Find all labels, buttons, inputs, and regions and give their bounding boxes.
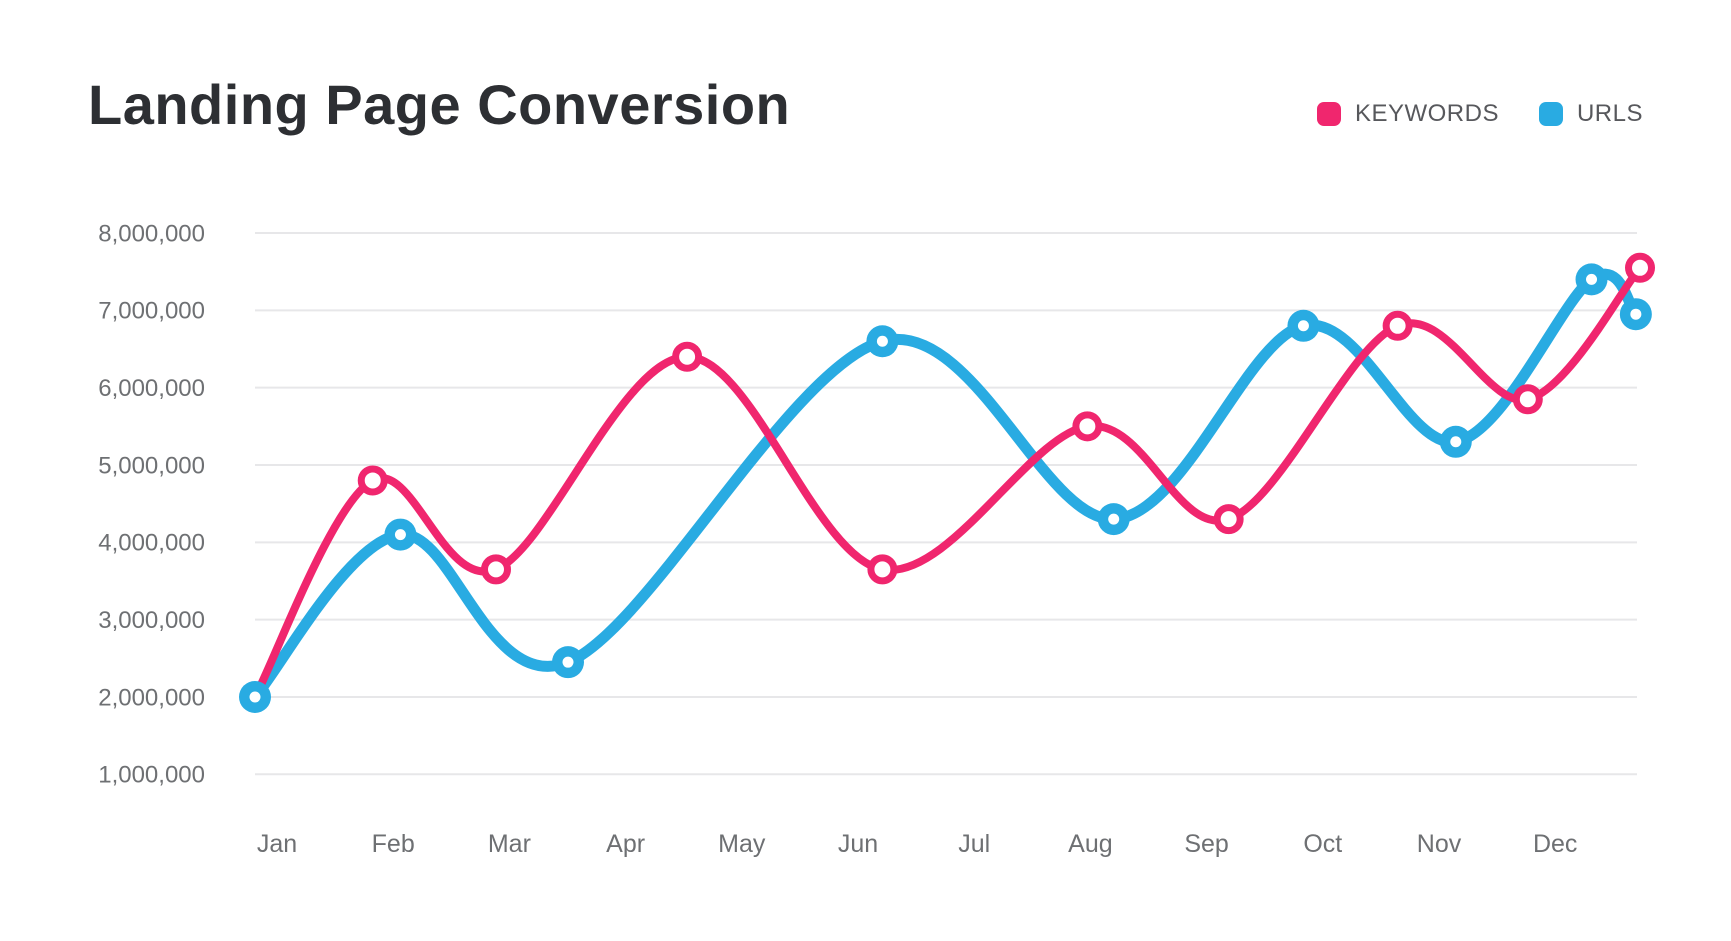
keywords-marker <box>672 341 703 372</box>
urls-marker-hole <box>394 529 406 541</box>
x-tick-label: May <box>718 830 766 858</box>
y-tick-label: 1,000,000 <box>98 762 205 789</box>
y-tick-label: 3,000,000 <box>98 607 205 634</box>
y-tick-label: 5,000,000 <box>98 452 205 479</box>
keywords-marker <box>480 554 511 585</box>
urls-marker-hole <box>1630 308 1642 320</box>
legend-label-urls: URLS <box>1576 100 1643 127</box>
urls-marker-hole <box>249 691 261 703</box>
urls-marker-hole <box>1297 320 1309 332</box>
urls-marker-hole <box>1450 436 1462 448</box>
x-tick-label: Jan <box>257 830 297 858</box>
keywords-marker <box>1512 384 1543 415</box>
legend-item-keywords[interactable]: KEYWORDS <box>1316 100 1499 128</box>
x-tick-label: Jun <box>838 830 878 858</box>
x-tick-label: Jul <box>958 830 990 858</box>
urls-line <box>249 268 1642 703</box>
urls-marker-hole <box>562 656 574 668</box>
keywords-marker <box>357 465 388 496</box>
y-tick-label: 6,000,000 <box>98 375 205 402</box>
x-tick-label: Oct <box>1303 830 1342 858</box>
keywords-swatch-icon <box>1316 102 1341 126</box>
y-tick-label: 7,000,000 <box>98 298 205 325</box>
urls-swatch-icon <box>1538 102 1563 126</box>
urls-marker-hole <box>1586 273 1598 285</box>
legend: KEYWORDS URLS <box>1316 100 1643 128</box>
x-tick-label: Apr <box>606 830 645 858</box>
keywords-marker <box>1072 411 1103 442</box>
keywords-marker <box>867 554 898 585</box>
legend-label-keywords: KEYWORDS <box>1354 100 1499 127</box>
keywords-marker <box>1382 310 1413 341</box>
legend-item-urls[interactable]: URLS <box>1538 100 1643 128</box>
keywords-line <box>251 263 1644 701</box>
y-tick-label: 8,000,000 <box>98 220 205 247</box>
x-tick-label: Aug <box>1068 830 1112 858</box>
urls-marker-hole <box>1108 513 1120 525</box>
keywords-marker <box>1625 252 1655 283</box>
x-tick-label: Nov <box>1417 830 1462 858</box>
y-tick-label: 2,000,000 <box>98 684 205 711</box>
y-tick-label: 4,000,000 <box>98 530 205 557</box>
x-tick-label: Mar <box>488 830 531 858</box>
x-tick-label: Feb <box>372 830 415 858</box>
x-tick-label: Dec <box>1533 830 1577 858</box>
chart-title: Landing Page Conversion <box>88 73 791 136</box>
urls-marker-hole <box>876 335 888 347</box>
keywords-marker <box>1213 504 1244 535</box>
x-tick-label: Sep <box>1184 830 1228 858</box>
